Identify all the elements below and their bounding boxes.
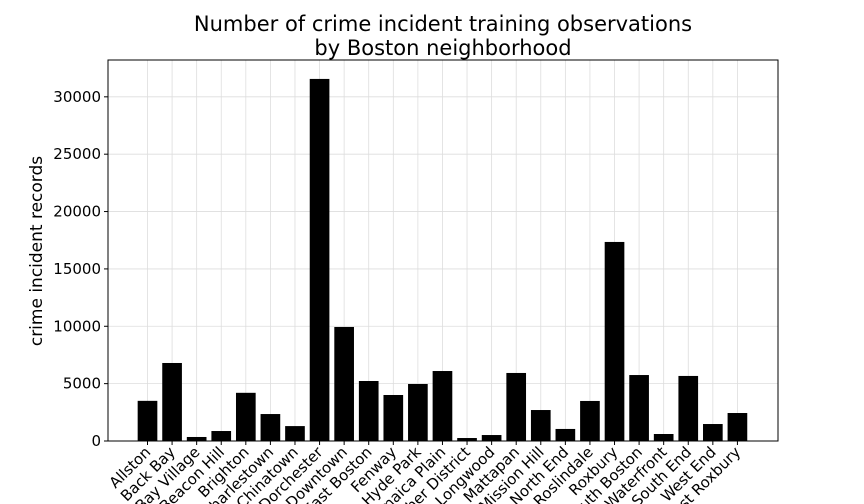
y-tick-label: 20000	[53, 203, 101, 221]
bar	[678, 375, 699, 441]
y-tick-label: 15000	[53, 260, 101, 278]
bar	[580, 400, 600, 441]
bar	[137, 400, 158, 441]
bar	[432, 371, 453, 441]
plot-frame	[107, 59, 779, 442]
bar	[383, 394, 404, 441]
bar	[506, 372, 527, 441]
bar	[530, 410, 551, 441]
bar	[604, 241, 625, 441]
bar	[334, 326, 354, 441]
bar	[457, 438, 477, 441]
y-tick-label: 10000	[53, 317, 101, 335]
bar	[727, 413, 748, 441]
bar	[703, 424, 723, 441]
bar	[260, 414, 281, 441]
bar	[235, 392, 256, 441]
bar	[162, 362, 182, 441]
y-tick-label: 0	[91, 432, 101, 450]
bar	[408, 383, 428, 441]
bar	[629, 375, 649, 441]
y-tick-label: 30000	[53, 88, 101, 106]
bar	[309, 78, 330, 442]
bar	[358, 380, 379, 441]
bar	[653, 434, 674, 441]
bar	[555, 428, 576, 441]
bar	[481, 435, 502, 441]
bar	[211, 431, 232, 441]
chart-title: Number of crime incident training observ…	[194, 12, 692, 36]
y-axis-label: crime incident records	[27, 156, 47, 346]
y-tick-label: 25000	[53, 145, 101, 163]
chart-title: by Boston neighborhood	[314, 36, 571, 60]
bar	[285, 426, 305, 441]
bar	[186, 436, 207, 441]
y-tick-label: 5000	[63, 375, 101, 393]
